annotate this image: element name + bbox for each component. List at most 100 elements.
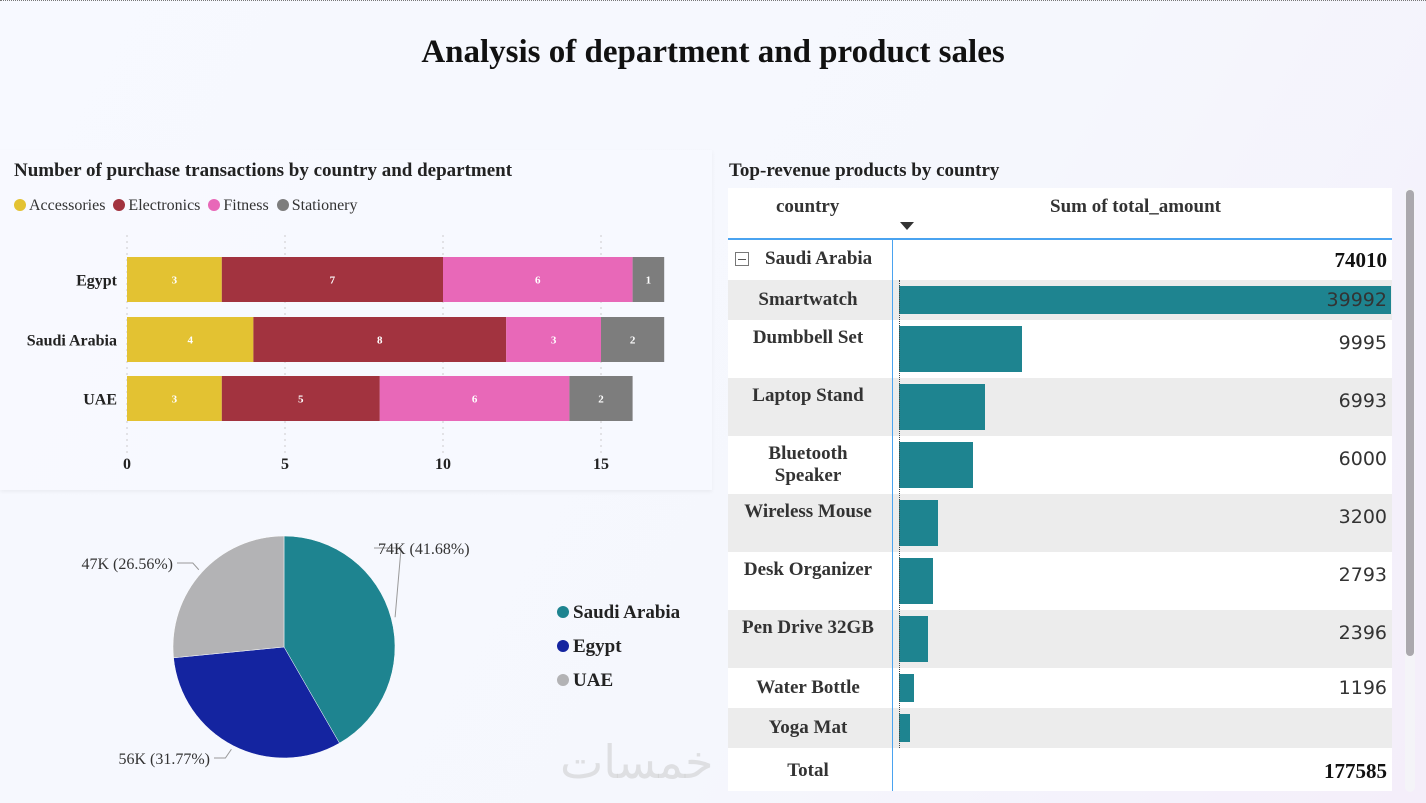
product-value: 2793 [1338,564,1387,586]
product-value: 39992 [1326,289,1387,311]
product-value: 3200 [1338,506,1387,528]
table-row[interactable]: Bluetooth Speaker 6000 [728,436,1392,494]
data-bar [899,442,973,488]
x-tick-label: 0 [123,456,131,473]
table-row[interactable]: Water Bottle 1196 [728,668,1392,708]
product-label: Dumbbell Set [752,327,864,348]
column-divider [892,240,893,791]
bar-segment-electronics[interactable] [221,376,380,421]
bar-segment-accessories[interactable] [127,376,222,421]
legend-dot-icon [557,640,569,652]
data-label: 3 [551,335,557,347]
col-header-country[interactable]: country [776,196,840,217]
data-bar [899,714,911,742]
bar-segment-accessories[interactable] [127,257,222,302]
data-bar [899,616,929,662]
bar-segment-stationery[interactable] [601,317,665,362]
y-category-label: UAE [83,392,117,409]
table-row[interactable]: Wireless Mouse 3200 [728,494,1392,552]
total-value: 177585 [1324,759,1387,783]
data-label: 2 [598,394,604,406]
pie-legend-item[interactable]: Egypt [557,636,622,658]
data-label: 4 [187,335,193,347]
page-title: Analysis of department and product sales [421,34,1005,70]
x-tick-label: 10 [435,456,451,473]
table-row[interactable]: Dumbbell Set 9995 [728,320,1392,378]
table-header: country Sum of total_amount [728,188,1392,240]
matrix-table: country Sum of total_amount Saudi Arabia… [728,188,1392,791]
bar-segment-stationery[interactable] [632,257,665,302]
collapse-icon[interactable] [735,252,749,266]
product-value: 9995 [1338,332,1387,354]
product-label: Smartwatch [758,289,858,310]
group-value: 74010 [1334,248,1388,272]
y-category-label: Egypt [76,273,118,290]
group-label: Saudi Arabia [765,248,873,269]
table-row[interactable]: Yoga Mat [728,708,1392,748]
sort-desc-icon[interactable] [900,222,914,230]
pie-chart: 74K (41.68%) 56K (31.77%) 47K (26.56%) [81,535,470,768]
legend-item-accessories[interactable]: Accessories [14,197,105,215]
legend-item-fitness[interactable]: Fitness [208,197,269,215]
bar-segment-stationery[interactable] [569,376,633,421]
bar-segment-fitness[interactable] [379,376,570,421]
data-bar [899,558,934,604]
legend-item-stationery[interactable]: Stationery [276,197,358,215]
legend-dot-icon [557,606,569,618]
table-row[interactable]: Pen Drive 32GB 2396 [728,610,1392,668]
legend-item-electronics[interactable]: Electronics [113,197,200,215]
bar-segment-electronics[interactable] [253,317,507,362]
scrollbar-thumb[interactable] [1406,190,1414,656]
bar-segment-accessories[interactable] [127,317,254,362]
pie-legend-item[interactable]: UAE [557,670,613,692]
table-row[interactable]: Laptop Stand 6993 [728,378,1392,436]
legend-label: UAE [573,670,614,691]
product-value: 1196 [1338,677,1387,699]
legend-dot-icon [557,674,569,686]
x-tick-label: 15 [593,456,609,473]
x-tick-label: 5 [281,456,289,473]
data-bar [899,286,1391,314]
total-row: Total 177585 [728,752,1392,791]
top-border [0,0,1426,2]
data-bar [899,674,914,702]
bar-chart-title: Number of purchase transactions by count… [14,160,513,181]
bar-segment-fitness[interactable] [443,257,633,302]
legend-dot-icon [113,199,126,211]
pie-slice-uae[interactable] [172,535,285,659]
legend-label: Electronics [128,197,201,214]
data-label: 2 [630,335,636,347]
group-row: Saudi Arabia 74010 [728,240,1392,280]
leader-line [374,547,402,618]
product-value: 6993 [1338,390,1387,412]
bar-chart-legend: Accessories Electronics Fitness Stationery [14,197,358,215]
pie-legend-item[interactable]: Saudi Arabia [557,602,680,624]
data-bar [899,384,986,430]
data-label: 6 [472,394,478,406]
legend-dot-icon [208,199,221,211]
product-label: Laptop Stand [752,385,864,406]
table-row[interactable]: Smartwatch 39992 [728,280,1392,320]
legend-label: Egypt [573,636,622,657]
product-label: Bluetooth Speaker [768,443,848,486]
y-category-label: Saudi Arabia [27,333,117,350]
data-bar [899,500,939,546]
product-value: 2396 [1338,622,1387,644]
total-label: Total [787,760,829,781]
table-row[interactable]: Desk Organizer 2793 [728,552,1392,610]
col-header-amount[interactable]: Sum of total_amount [1050,196,1222,217]
bar-axis-line [899,280,900,748]
leader-line [177,562,200,571]
table-title: Top-revenue products by country [729,160,1000,181]
slice-label: 56K (31.77%) [118,751,210,768]
legend-dot-icon [14,199,26,211]
product-label: Wireless Mouse [744,501,872,522]
data-bar [899,326,1022,372]
bar-segment-electronics[interactable] [221,257,443,302]
bar-segment-fitness[interactable] [506,317,601,362]
product-label: Yoga Mat [768,717,848,738]
leader-line [214,748,232,759]
pie-slice-egypt[interactable] [173,646,340,759]
pie-slice-saudi-arabia[interactable] [283,535,396,744]
product-value: 6000 [1338,448,1387,470]
